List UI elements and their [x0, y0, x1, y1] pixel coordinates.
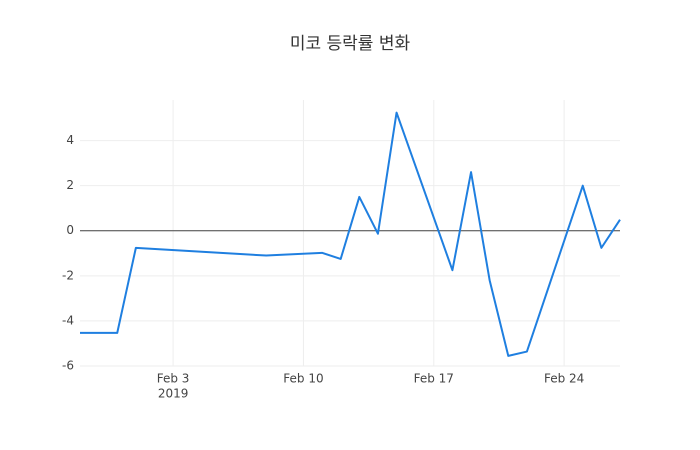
line-series — [80, 111, 621, 357]
chart-title: 미코 등락률 변화 — [290, 34, 411, 54]
y-tick-label: 4 — [66, 133, 74, 147]
y-tick-label: -2 — [62, 268, 74, 282]
y-tick-label: -6 — [62, 359, 74, 373]
x-tick-label: Feb 10 — [283, 372, 323, 386]
y-tick-label: 0 — [66, 223, 74, 237]
y-tick-label: -4 — [62, 313, 74, 327]
x-tick-label: Feb 17 — [414, 372, 454, 386]
x-tick-label: Feb 3 — [157, 372, 190, 386]
x-tick-year: 2019 — [158, 387, 189, 401]
y-tick-label: 2 — [66, 178, 74, 192]
x-tick-label: Feb 24 — [544, 372, 584, 386]
